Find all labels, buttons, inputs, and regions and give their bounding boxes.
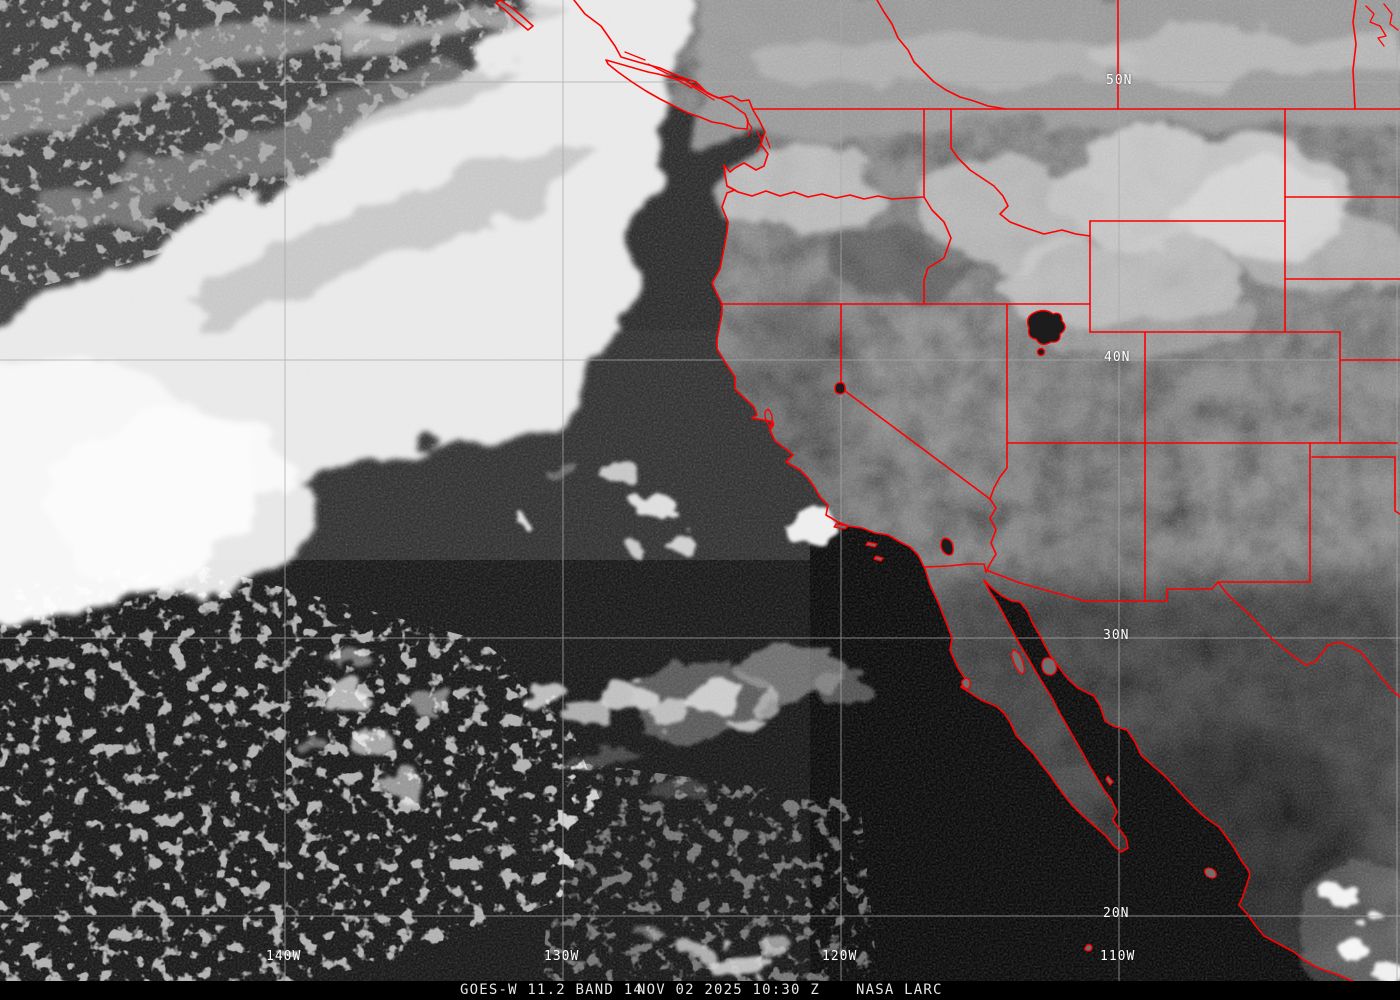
lat-label-50n: 50N — [1106, 73, 1133, 88]
lon-label-110w: 110W — [1100, 949, 1136, 964]
lat-label-40n: 40N — [1104, 350, 1131, 365]
caption-credit: NASA LARC — [856, 982, 943, 998]
utah-lake — [1036, 347, 1046, 357]
channel-island-2 — [865, 541, 878, 548]
islas-marias — [1204, 867, 1217, 879]
islands — [833, 523, 1217, 952]
border-or-id — [923, 196, 952, 305]
border-nm-mexico — [1144, 581, 1219, 602]
great-salt-lake — [1026, 309, 1066, 346]
isla-cedros — [961, 677, 971, 690]
border-wa-or — [726, 185, 925, 200]
isla-la-paz — [1105, 775, 1114, 786]
border-ca-az-river — [985, 498, 997, 573]
border-nv-az — [989, 442, 1008, 500]
border-bc-alberta — [876, 0, 1007, 110]
lat-label-30n: 30N — [1103, 628, 1130, 643]
border-az-sonora — [985, 569, 1146, 602]
isla-angel-de-la-guarda — [1011, 649, 1025, 675]
lat-label-20n: 20N — [1103, 906, 1130, 921]
border-rio-grande — [1217, 581, 1400, 698]
map-boundaries — [495, 0, 1400, 989]
lon-label-130w: 130W — [544, 949, 580, 964]
salton-sea — [940, 537, 954, 556]
lake-tahoe — [834, 381, 846, 395]
border-us-mexico-west — [924, 563, 987, 573]
channel-island-1 — [833, 523, 849, 530]
lakes — [764, 309, 1066, 556]
caption-bar: GOES-W 11.2 BAND 14 NOV 02 2025 10:30 Z … — [0, 981, 1400, 1000]
vancouver-island-outline — [605, 59, 749, 130]
caption-satellite-band: GOES-W 11.2 BAND 14 — [460, 982, 643, 998]
isla-tiburon — [1041, 657, 1058, 676]
border-saskatchewan-manitoba — [1352, 0, 1357, 110]
caption-datetime: NOV 02 2025 10:30 Z — [637, 982, 820, 998]
bc-fjords — [624, 51, 771, 153]
border-tx-100w — [1394, 456, 1400, 515]
manitoba-lakes — [1365, 3, 1399, 47]
lon-label-120w: 120W — [822, 949, 858, 964]
isla-socorro — [1084, 944, 1093, 952]
san-francisco-bay — [764, 408, 774, 430]
haida-gwaii-outline — [495, 0, 534, 31]
channel-island-3 — [873, 555, 884, 562]
lon-label-140w: 140W — [266, 949, 302, 964]
border-id-mt — [950, 108, 1091, 237]
